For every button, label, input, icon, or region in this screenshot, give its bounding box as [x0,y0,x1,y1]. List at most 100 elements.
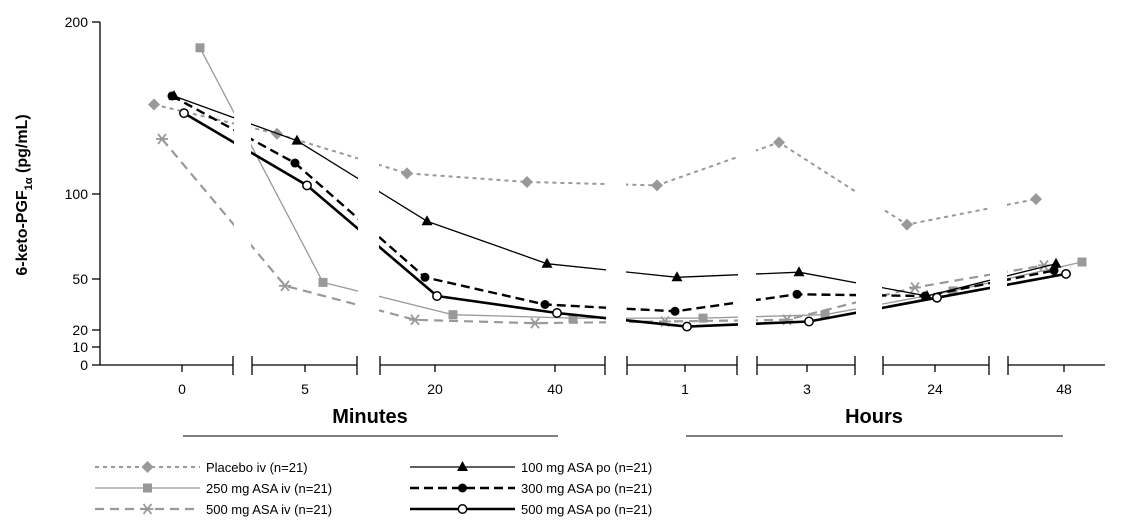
diamond-marker [773,136,785,149]
triangle-marker [671,271,683,282]
series [195,43,1087,323]
y-axis-label-unit: (pg/mL) [14,114,31,177]
y-tick-label: 100 [65,186,89,202]
y-tick-label: 20 [72,322,88,338]
square-marker [568,313,578,323]
star-stroke [410,314,420,326]
square-marker [1077,257,1087,267]
filled-circle-marker [458,483,467,493]
diamond-marker [1030,193,1042,206]
star-stroke [910,281,920,294]
legend: Placebo iv (n=21) 250 mg ASA iv (n=21) 500… [95,460,652,517]
series [156,133,1050,329]
x-tick-label: 20 [427,381,443,397]
open-circle-marker [457,504,468,514]
series [167,91,1059,316]
section-label: Hours [845,406,903,428]
axis-break-gap [738,22,756,363]
legend-item: 500 mg ASA iv (n=21) [95,502,332,517]
triangle-marker [541,257,553,268]
axis-break-gap [606,22,626,363]
filled-circle-marker [792,289,802,299]
star-marker [409,314,421,326]
star-marker [141,503,154,515]
legend-label: 500 mg ASA po (n=21) [521,502,652,517]
triangle-marker [793,266,805,277]
axis-break-gap [234,22,251,363]
x-tick-label: 3 [803,381,811,397]
y-axis-label-main: 6-keto-PGF [14,190,31,276]
diamond-marker [521,175,533,188]
open-circle-marker [179,108,189,119]
series-line [199,47,1083,319]
section-label: Minutes [332,406,408,428]
series-line [153,103,1037,226]
axis-break-gap [358,22,379,363]
open-circle-marker [302,180,312,191]
x-tick-label: 48 [1056,381,1072,397]
legend-label: 250 mg ASA iv (n=21) [206,481,332,496]
triangle-marker [291,134,303,145]
axis-break-gap [990,22,1007,363]
series-line [171,94,1055,313]
legend-item: 300 mg ASA po (n=21) [410,481,652,496]
legend-item: 100 mg ASA po (n=21) [410,460,652,475]
star-marker [279,280,291,292]
series [148,98,1042,231]
filled-circle-marker [290,158,300,168]
filled-circle-marker [1049,266,1059,275]
square-marker [195,43,205,53]
x-tick-label: 40 [547,381,563,397]
x-tick-label: 0 [178,381,186,397]
square-marker [318,277,328,287]
open-circle-marker [552,308,562,318]
open-circle-marker [1061,268,1071,279]
triangle-marker [421,215,433,226]
diamond-marker [901,218,913,231]
y-tick-label: 50 [72,271,88,287]
y-tick-label: 200 [65,14,89,30]
diamond-marker [651,179,663,192]
square-marker [698,313,708,323]
star-marker [156,133,168,145]
diamond-marker [401,167,413,180]
triangle-marker [457,461,468,471]
square-marker [143,483,152,493]
filled-circle-marker [670,306,680,316]
star-marker [909,281,921,294]
filled-circle-marker [420,272,430,282]
triangle-marker [1050,257,1062,268]
legend-item: Placebo iv (n=21) [95,460,308,475]
star-stroke [530,317,540,329]
legend-item: 500 mg ASA po (n=21) [410,502,652,517]
x-tick-label: 5 [301,381,309,397]
filled-circle-marker [540,300,550,309]
legend-label: 100 mg ASA po (n=21) [521,460,652,475]
open-circle-marker [432,291,442,301]
star-stroke [157,133,167,145]
open-circle-marker [804,316,814,327]
diamond-marker [148,98,160,111]
y-axis-label-sub: 1α [23,177,35,190]
star-stroke [1039,259,1049,271]
x-tick-label: 24 [927,381,943,397]
square-marker [448,310,458,320]
series-line [161,138,1045,325]
axes [92,21,1105,437]
x-tick-label: 1 [681,381,689,397]
filled-circle-marker [167,91,177,101]
legend-label: 500 mg ASA iv (n=21) [206,502,332,517]
y-tick-label: 0 [80,357,88,373]
square-marker [820,310,830,320]
axis-break-gap [856,22,882,363]
legend-label: 300 mg ASA po (n=21) [521,481,652,496]
diamond-marker [141,461,154,473]
y-axis-label: 6-keto-PGF1α (pg/mL) [14,114,35,275]
series-layer [148,22,1087,363]
legend-item: 250 mg ASA iv (n=21) [95,481,332,496]
legend-label: Placebo iv (n=21) [206,460,308,475]
star-stroke [280,280,290,292]
y-tick-label: 10 [72,339,88,355]
